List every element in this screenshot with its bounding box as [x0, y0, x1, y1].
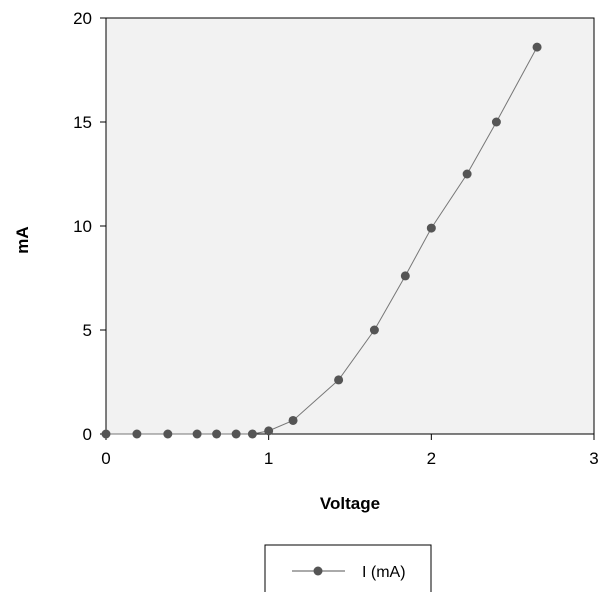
data-point [248, 430, 257, 439]
legend-label-i-ma: I (mA) [362, 564, 406, 581]
x-axis: 0 1 2 3 [101, 434, 598, 468]
x-tick-label: 3 [589, 449, 598, 468]
legend-box [265, 545, 431, 592]
data-point [212, 430, 221, 439]
data-point [533, 43, 542, 52]
x-tick-label: 2 [427, 449, 436, 468]
y-tick-label: 5 [83, 321, 92, 340]
y-axis-label: mA [13, 226, 32, 253]
data-point [401, 271, 410, 280]
data-point [193, 430, 202, 439]
data-point [370, 326, 379, 335]
data-point [232, 430, 241, 439]
data-point [334, 375, 343, 384]
data-point [289, 416, 298, 425]
y-tick-label: 0 [83, 425, 92, 444]
x-axis-label: Voltage [320, 494, 380, 513]
data-point [163, 430, 172, 439]
legend-marker [314, 567, 323, 576]
x-tick-label: 1 [264, 449, 273, 468]
y-axis: 0 5 10 15 20 [73, 9, 106, 444]
data-point [264, 426, 273, 435]
y-tick-label: 10 [73, 217, 92, 236]
x-tick-label: 0 [101, 449, 110, 468]
legend: I (mA) [265, 545, 431, 592]
data-point [102, 430, 111, 439]
y-tick-label: 20 [73, 9, 92, 28]
data-point [132, 430, 141, 439]
data-point [463, 170, 472, 179]
data-point [492, 118, 501, 127]
y-tick-label: 15 [73, 113, 92, 132]
data-point [427, 224, 436, 233]
plot-area [106, 18, 594, 434]
